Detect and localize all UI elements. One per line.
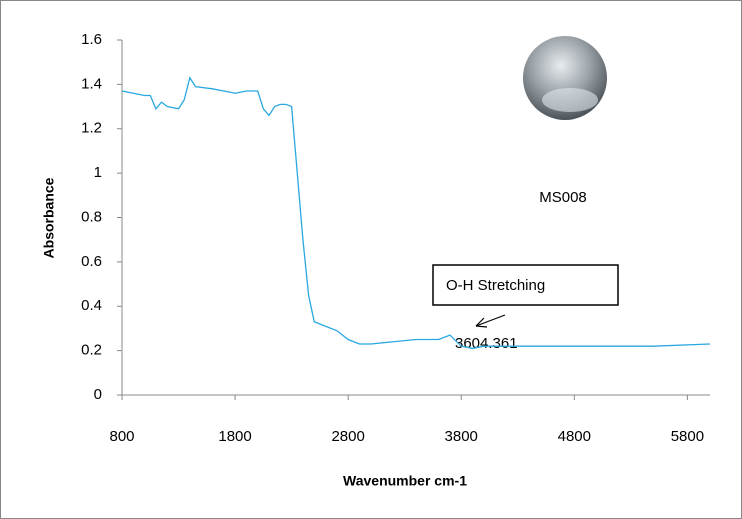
y-tick-label: 1.4 bbox=[81, 75, 102, 92]
y-axis-title: Absorbance bbox=[41, 177, 57, 258]
x-tick-label: 800 bbox=[109, 428, 134, 445]
annotation-arrow bbox=[475, 314, 506, 327]
annotation-text: O-H Stretching bbox=[446, 277, 545, 294]
sample-highlight bbox=[542, 88, 598, 112]
data-line bbox=[121, 76, 711, 350]
arrow-head bbox=[475, 317, 488, 328]
y-tick-label: 0 bbox=[94, 386, 102, 403]
x-tick-label: 5800 bbox=[671, 428, 704, 445]
x-axis-title: Wavenumber cm-1 bbox=[343, 473, 467, 489]
y-tick-label: 1.2 bbox=[81, 120, 102, 137]
x-tick-label: 1800 bbox=[218, 428, 251, 445]
y-tick-label: 0.6 bbox=[81, 253, 102, 270]
x-tick-label: 2800 bbox=[331, 428, 364, 445]
sample-label: MS008 bbox=[539, 189, 587, 206]
y-tick-label: 0.2 bbox=[81, 342, 102, 359]
x-tick-label: 3800 bbox=[445, 428, 478, 445]
annotation-box bbox=[432, 264, 619, 306]
peak-label: 3604.361 bbox=[455, 335, 518, 352]
y-tick-label: 1.6 bbox=[81, 31, 102, 48]
y-tick-label: 0.4 bbox=[81, 297, 102, 314]
y-tick-label: 1 bbox=[94, 164, 102, 181]
x-tick-label: 4800 bbox=[558, 428, 591, 445]
y-tick-label: 0.8 bbox=[81, 208, 102, 225]
